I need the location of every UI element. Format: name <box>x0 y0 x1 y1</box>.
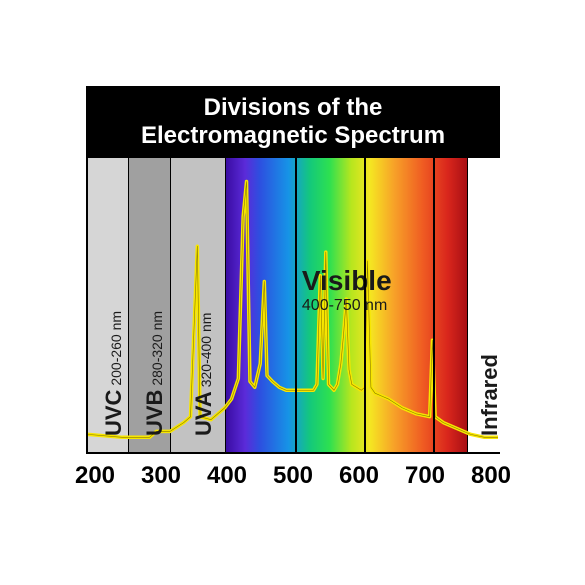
visible-tick-500 <box>295 158 297 452</box>
band-label-uvb: UVB 280-320 nm <box>142 311 168 436</box>
band-label-infrared: Infrared <box>477 354 503 436</box>
title-bar: Divisions of the Electromagnetic Spectru… <box>86 86 500 158</box>
visible-tick-600 <box>364 158 366 452</box>
visible-tick-700 <box>433 158 435 452</box>
x-tick-400: 400 <box>194 462 260 490</box>
spectrum-chart: Visible 400-750 nm UVC 200-260 nm UVB 280… <box>86 158 500 454</box>
x-tick-800: 800 <box>458 462 524 490</box>
x-tick-300: 300 <box>128 462 194 490</box>
title-line2: Electromagnetic Spectrum <box>141 122 445 150</box>
visible-label: Visible 400-750 nm <box>302 265 392 315</box>
x-tick-200: 200 <box>62 462 128 490</box>
title-line1: Divisions of the <box>204 94 383 122</box>
visible-label-big: Visible <box>302 265 392 296</box>
x-tick-700: 700 <box>392 462 458 490</box>
band-label-uva: UVA 320-400 nm <box>191 313 217 436</box>
visible-label-sub: 400-750 nm <box>302 297 392 315</box>
band-label-uvc: UVC 200-260 nm <box>101 311 127 436</box>
x-tick-500: 500 <box>260 462 326 490</box>
x-tick-600: 600 <box>326 462 392 490</box>
x-axis: 200300400500600700800 <box>62 462 524 490</box>
